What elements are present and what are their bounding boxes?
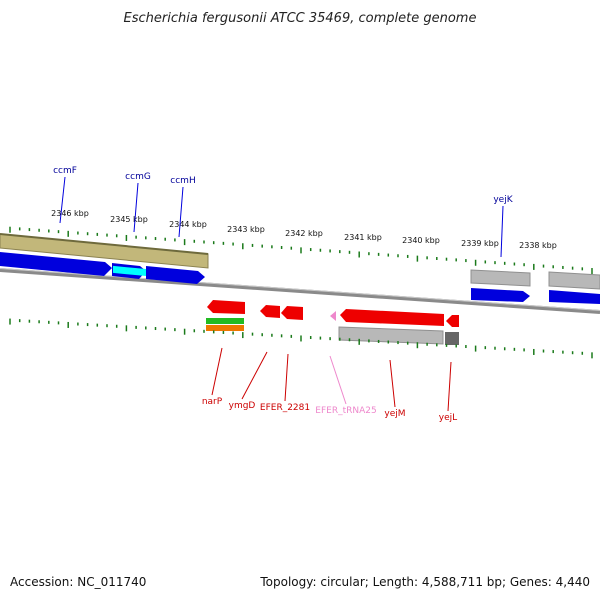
- gene-label-ccmH: ccmH: [170, 176, 195, 186]
- cds-forward-right: [549, 290, 600, 304]
- map-title: Escherichia fergusonii ATCC 35469, compl…: [124, 11, 477, 26]
- yejL-dark-feature: [445, 332, 459, 345]
- genome-backbone: [0, 268, 600, 314]
- olive-feature-band-edge: [0, 233, 209, 255]
- gray-feature-yejK: [470, 269, 531, 287]
- gray-feature-right: [548, 271, 600, 290]
- trna-EFER_tRNA25: [330, 311, 336, 321]
- gene-label-yejL: yejL: [439, 413, 457, 423]
- narP-green-feature: [206, 318, 244, 324]
- accession-label: Accession: NC_011740: [10, 575, 146, 589]
- cds-reverse-EFER_2281: [281, 306, 303, 320]
- genome-backbone-highlight: [0, 268, 600, 311]
- scale-tick-label: 2342 kbp: [285, 229, 323, 238]
- gene-label-narP: narP: [202, 397, 223, 407]
- cds-forward-yejK: [471, 288, 530, 302]
- ccmG-cyan-feature: [113, 265, 146, 277]
- cds-reverse-narP: [207, 300, 245, 314]
- scale-tick-label: 2340 kbp: [402, 236, 440, 245]
- cds-reverse-ymgD: [260, 305, 280, 318]
- gene-leader-line: [500, 205, 504, 258]
- gene-leader-line: [133, 182, 139, 233]
- gene-leader-line: [211, 347, 223, 396]
- gene-label-yejK: yejK: [493, 195, 513, 205]
- cds-forward-ccmH: [146, 266, 205, 284]
- cds-reverse-yejL: [446, 315, 459, 327]
- scale-tick-label: 2341 kbp: [344, 233, 382, 242]
- gene-label-yejM: yejM: [384, 409, 405, 419]
- gene-label-ymgD: ymgD: [229, 401, 256, 411]
- gene-leader-line: [59, 176, 66, 224]
- cds-forward-ccmF: [0, 252, 112, 276]
- tick-marks: [9, 226, 593, 359]
- genome-summary: Topology: circular; Length: 4,588,711 bp…: [259, 575, 590, 589]
- gene-leader-line: [241, 351, 268, 400]
- scale-tick-label: 2345 kbp: [110, 215, 148, 224]
- gene-label-ccmF: ccmF: [53, 166, 77, 176]
- gene-leader-line: [329, 355, 347, 405]
- scale-tick-label: 2339 kbp: [461, 239, 499, 248]
- narP-orange-feature: [206, 325, 244, 331]
- gray-feature-yejM: [338, 326, 444, 345]
- scale-tick-label: 2344 kbp: [169, 220, 207, 229]
- gene-leader-line: [447, 361, 452, 412]
- gene-leader-line: [284, 353, 289, 402]
- gene-label-EFER_tRNA25: EFER_tRNA25: [315, 406, 376, 416]
- gene-label-ccmG: ccmG: [125, 172, 151, 182]
- scale-tick-label: 2343 kbp: [227, 225, 265, 234]
- gene-leader-line: [389, 359, 396, 408]
- scale-tick-label: 2338 kbp: [519, 241, 557, 250]
- gene-label-EFER_2281: EFER_2281: [260, 403, 310, 413]
- scale-tick-label: 2346 kbp: [51, 209, 89, 218]
- gene-leader-line: [178, 186, 184, 238]
- cds-reverse-yejM: [340, 309, 444, 326]
